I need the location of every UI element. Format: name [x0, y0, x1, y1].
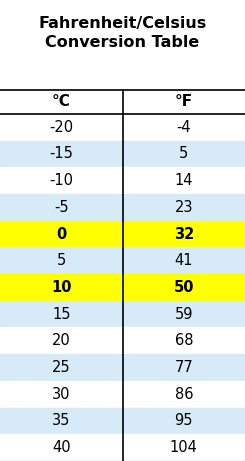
Text: 23: 23	[174, 200, 193, 215]
Bar	[0, 141, 245, 167]
Text: 14: 14	[174, 173, 193, 188]
Text: 35: 35	[52, 414, 71, 428]
Text: 20: 20	[52, 333, 71, 349]
Text: 77: 77	[174, 360, 193, 375]
Bar	[0, 327, 245, 354]
Text: 41: 41	[174, 253, 193, 268]
Text: 10: 10	[51, 280, 72, 295]
Bar	[0, 90, 245, 114]
Bar	[0, 114, 245, 141]
Text: 40: 40	[52, 440, 71, 455]
Bar	[0, 221, 245, 248]
Text: -15: -15	[49, 147, 73, 161]
Text: 86: 86	[174, 387, 193, 402]
Text: -10: -10	[49, 173, 73, 188]
Text: °F: °F	[175, 95, 193, 109]
Text: Fahrenheit/Celsius
Conversion Table: Fahrenheit/Celsius Conversion Table	[38, 16, 207, 50]
Bar	[0, 408, 245, 434]
Text: 104: 104	[170, 440, 198, 455]
Text: -4: -4	[176, 120, 191, 135]
Bar	[0, 354, 245, 381]
Text: 32: 32	[174, 226, 194, 242]
Bar	[0, 248, 245, 274]
Text: 15: 15	[52, 307, 71, 322]
Bar	[0, 167, 245, 194]
Text: -20: -20	[49, 120, 73, 135]
Bar	[0, 301, 245, 327]
Bar	[0, 194, 245, 221]
Text: 95: 95	[174, 414, 193, 428]
Text: 68: 68	[174, 333, 193, 349]
Text: 30: 30	[52, 387, 71, 402]
Text: 5: 5	[179, 147, 188, 161]
Bar	[0, 434, 245, 461]
Text: 59: 59	[174, 307, 193, 322]
Bar	[0, 274, 245, 301]
Text: 50: 50	[173, 280, 194, 295]
Text: 5: 5	[57, 253, 66, 268]
Text: 25: 25	[52, 360, 71, 375]
Text: -5: -5	[54, 200, 69, 215]
Text: 0: 0	[56, 226, 66, 242]
Bar	[0, 381, 245, 408]
Text: °C: °C	[52, 95, 71, 109]
